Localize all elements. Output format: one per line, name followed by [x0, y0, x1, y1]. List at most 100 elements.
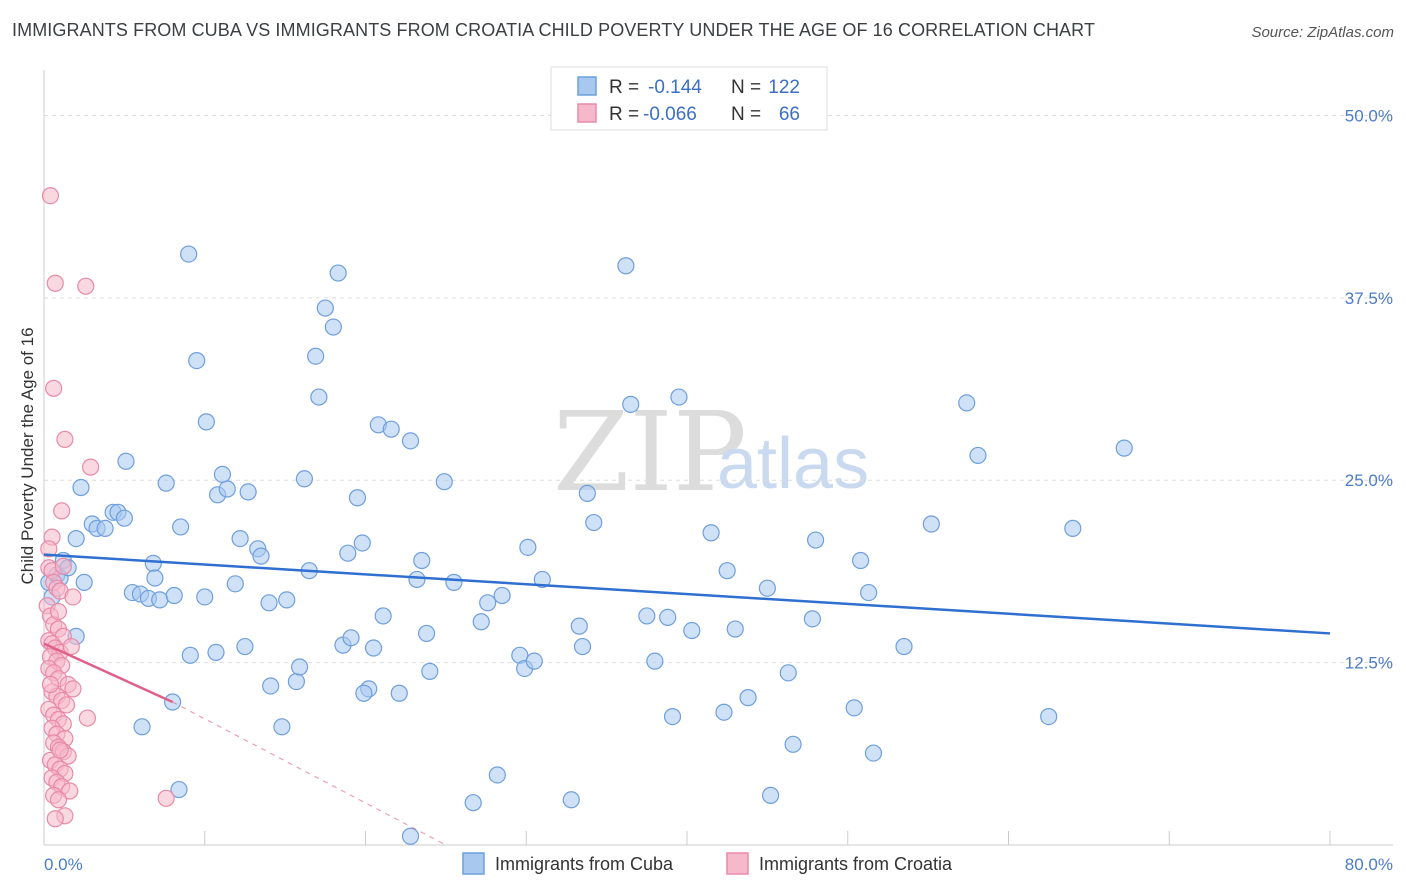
cuba-point — [803, 610, 821, 628]
y-axis-label: Child Poverty Under the Age of 16 — [18, 327, 37, 584]
y-tick-label: 25.0% — [1345, 471, 1393, 490]
legend-r-label-cuba: R = — [609, 77, 639, 98]
croatia-point — [53, 502, 71, 520]
legend-bottom: Immigrants from Cuba Immigrants from Cro… — [462, 852, 953, 875]
cuba-point — [324, 318, 342, 336]
trend-line-croatia-extension — [172, 701, 447, 846]
cuba-point — [67, 529, 85, 548]
cuba-point — [525, 652, 543, 670]
cuba-point — [864, 744, 883, 762]
cuba-point — [758, 579, 776, 597]
cuba-point — [519, 538, 537, 556]
y-tick-labels: 12.5% 25.0% 37.5% 50.0% — [1345, 106, 1393, 672]
cuba-point — [622, 395, 640, 413]
cuba-point — [617, 257, 635, 275]
legend-r-value-croatia: -0.066 — [643, 104, 697, 125]
cuba-point — [226, 575, 244, 593]
cuba-point — [969, 446, 987, 465]
cuba-point — [421, 662, 439, 680]
cuba-point — [1115, 439, 1133, 457]
cuba-point — [683, 621, 701, 640]
cuba-point — [278, 591, 296, 609]
cuba-point — [845, 699, 863, 717]
legend-swatch-cuba — [577, 76, 597, 96]
cuba-point — [151, 591, 169, 609]
cuba-point — [188, 351, 206, 370]
legend-swatch-croatia — [577, 103, 597, 123]
cuba-point — [435, 473, 453, 491]
croatia-point — [56, 430, 74, 448]
legend-n-value-croatia: 66 — [779, 104, 800, 125]
croatia-point — [46, 810, 64, 828]
cuba-point — [165, 586, 183, 605]
cuba-point — [260, 594, 278, 612]
cuba-point — [197, 413, 215, 431]
cuba-point — [329, 264, 347, 282]
y-tick-label: 37.5% — [1345, 289, 1393, 308]
croatia-point — [61, 782, 79, 800]
cuba-point — [464, 794, 482, 812]
cuba-point — [96, 519, 114, 537]
croatia-point — [62, 637, 80, 656]
croatia-point — [57, 696, 76, 714]
cuba-point — [779, 664, 797, 682]
bottom-legend-label-cuba: Immigrants from Cuba — [495, 854, 674, 874]
cuba-point — [1064, 519, 1082, 537]
cuba-point — [922, 515, 940, 533]
cuba-point — [715, 703, 733, 721]
cuba-point — [739, 689, 757, 707]
cuba-point — [262, 677, 280, 695]
bottom-legend-swatch-cuba — [462, 852, 485, 875]
croatia-point — [64, 588, 82, 606]
cuba-point — [207, 643, 225, 662]
cuba-point — [172, 518, 190, 536]
cuba-point — [180, 245, 198, 263]
cuba-point — [1040, 708, 1058, 726]
cuba-point — [585, 513, 603, 532]
cuba-point — [718, 562, 736, 580]
cuba-point — [196, 588, 214, 606]
cuba-point — [75, 573, 93, 591]
cuba-point — [374, 607, 392, 625]
cuba-point — [958, 394, 976, 412]
cuba-point — [339, 544, 357, 562]
cuba-point — [726, 620, 744, 638]
chart-title: IMMIGRANTS FROM CUBA VS IMMIGRANTS FROM … — [12, 20, 1096, 40]
cuba-point — [570, 617, 588, 635]
croatia-point — [46, 274, 64, 292]
trend-lines — [43, 553, 1331, 846]
x-tick-marks — [204, 831, 1331, 845]
cuba-point — [382, 420, 400, 438]
croatia-point — [51, 741, 69, 759]
cuba-point — [252, 547, 270, 565]
bottom-legend-swatch-croatia — [726, 852, 749, 875]
croatia-point — [78, 709, 97, 727]
y-tick-label: 50.0% — [1345, 106, 1393, 125]
cuba-point — [133, 718, 151, 736]
cuba-point — [218, 480, 236, 498]
legend-r-label-croatia: R = — [609, 104, 639, 125]
cuba-point — [479, 594, 497, 612]
series-cuba-points — [40, 245, 1133, 845]
legend-n-value-cuba: 122 — [768, 77, 800, 98]
bottom-legend-label-croatia: Immigrants from Croatia — [759, 854, 953, 874]
cuba-point — [573, 637, 592, 656]
cuba-point — [408, 570, 426, 589]
cuba-point — [533, 570, 551, 589]
croatia-point — [54, 557, 72, 575]
cuba-point — [761, 786, 780, 804]
croatia-point — [157, 789, 175, 807]
cuba-point — [307, 347, 325, 365]
cuba-point — [401, 432, 420, 450]
legend-box — [550, 66, 828, 131]
source-credit: Source: ZipAtlas.com — [1251, 24, 1394, 41]
cuba-point — [364, 639, 383, 657]
cuba-point — [659, 608, 677, 626]
y-tick-label: 12.5% — [1345, 654, 1393, 673]
series-croatia-points — [38, 187, 175, 828]
x-tick-label-min: 0.0% — [44, 855, 83, 874]
croatia-point — [49, 602, 68, 621]
x-tick-label-max: 80.0% — [1345, 855, 1393, 874]
cuba-point — [316, 299, 334, 317]
